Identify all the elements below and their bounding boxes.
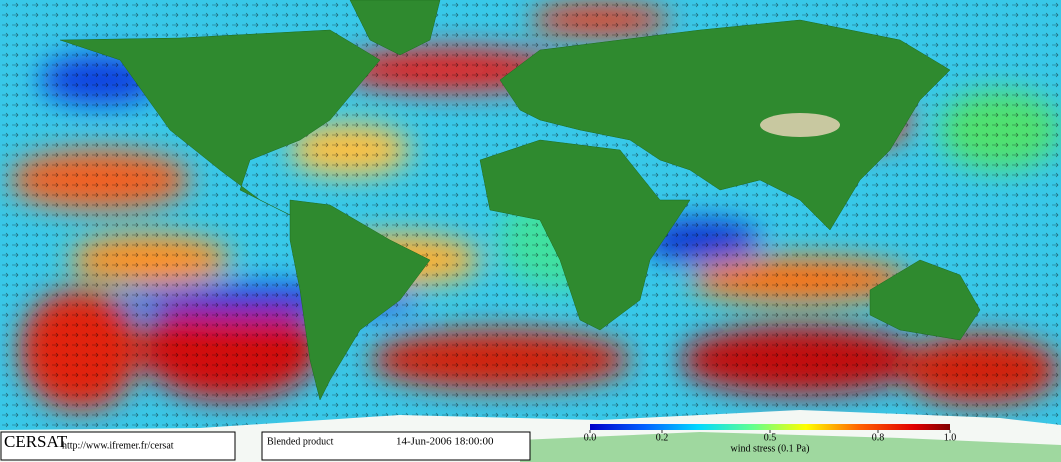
footer: CERSAT http://www.ifremer.fr/cersat Blen…	[0, 424, 950, 461]
product: Blended product	[267, 436, 334, 447]
colorbar-tick-label: 0.8	[872, 432, 885, 443]
land	[59, 0, 981, 401]
logo: CERSAT	[4, 432, 68, 451]
logo-box	[0, 431, 236, 461]
colorbar	[590, 424, 950, 430]
url: http://www.ifremer.fr/cersat	[62, 440, 174, 451]
timestamp: 14-Jun-2006 18:00:00	[396, 436, 494, 448]
colorbar-tick-label: 0.2	[656, 432, 669, 443]
colorbar-tick-label: 0.5	[764, 432, 777, 443]
colorbar-tick-label: 1.0	[944, 432, 957, 443]
antarctica-relief	[520, 432, 1061, 462]
colorbar-label: wind stress (0.1 Pa)	[731, 443, 810, 454]
info-box	[261, 431, 531, 461]
colorbar-tick-label: 0.0	[584, 432, 597, 443]
